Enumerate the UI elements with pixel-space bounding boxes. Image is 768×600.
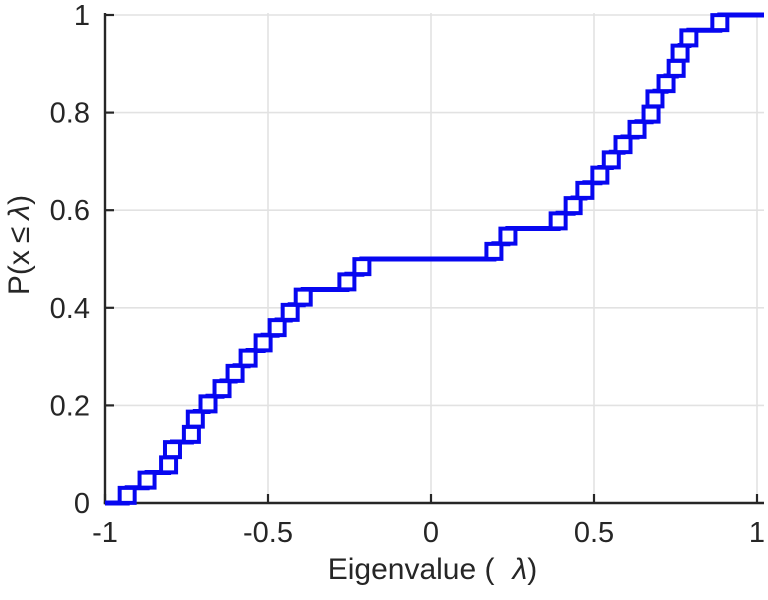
x-tick-label: -1 <box>92 517 118 549</box>
data-point-marker <box>253 333 273 353</box>
x-axis-label: Eigenvalue ( λ) <box>105 553 760 587</box>
y-tick-label: 0 <box>74 488 90 520</box>
data-point-marker <box>641 104 661 124</box>
y-axis-label-pre: P(x <box>3 250 36 296</box>
data-point-marker <box>198 394 218 414</box>
data-point-marker <box>238 348 258 368</box>
data-point-marker <box>212 379 232 399</box>
data-point-marker <box>575 180 595 200</box>
x-axis-label-post: ) <box>527 553 538 586</box>
data-point-marker <box>563 196 583 216</box>
data-point-marker <box>656 74 676 94</box>
data-point-marker <box>548 211 568 231</box>
data-point-marker <box>337 272 357 292</box>
x-tick-label: 0 <box>423 517 439 549</box>
y-axis-label-post: ) <box>3 194 36 205</box>
y-tick-label: 1 <box>74 0 90 32</box>
y-axis-label: P(x ≤ λ) <box>3 153 37 337</box>
data-point-marker <box>590 165 610 185</box>
data-point-marker <box>484 241 504 261</box>
data-point-marker <box>627 119 647 139</box>
data-point-marker <box>280 302 300 322</box>
data-point-marker <box>225 363 245 383</box>
data-point-marker <box>293 287 313 307</box>
data-point-marker <box>710 13 730 33</box>
data-point-marker <box>352 257 372 277</box>
data-point-marker <box>159 455 179 475</box>
data-point-marker <box>185 409 205 429</box>
data-point-marker <box>601 150 621 170</box>
y-tick-label: 0.6 <box>50 195 90 227</box>
x-tick-label: -0.5 <box>243 517 293 549</box>
data-point-marker <box>162 440 182 460</box>
x-axis-label-pre: Eigenvalue ( <box>327 553 495 586</box>
data-point-marker <box>137 470 157 490</box>
lambda-symbol-y: λ <box>3 204 36 220</box>
data-point-marker <box>613 135 633 155</box>
y-tick-label: 0.4 <box>50 293 90 325</box>
data-point-marker <box>498 226 518 246</box>
x-tick-label: 1 <box>749 517 765 549</box>
lambda-symbol-x: λ <box>512 553 528 586</box>
data-point-marker <box>670 43 690 63</box>
less-equal-symbol: ≤ <box>3 226 36 244</box>
data-point-marker <box>679 28 699 48</box>
y-tick-label: 0.2 <box>50 390 90 422</box>
y-tick-label: 0.8 <box>50 98 90 130</box>
data-point-marker <box>117 485 137 505</box>
data-point-marker <box>181 424 201 444</box>
data-point-marker <box>645 89 665 109</box>
data-point-marker <box>666 58 686 78</box>
data-point-marker <box>267 318 287 338</box>
x-tick-label: 0.5 <box>574 517 614 549</box>
